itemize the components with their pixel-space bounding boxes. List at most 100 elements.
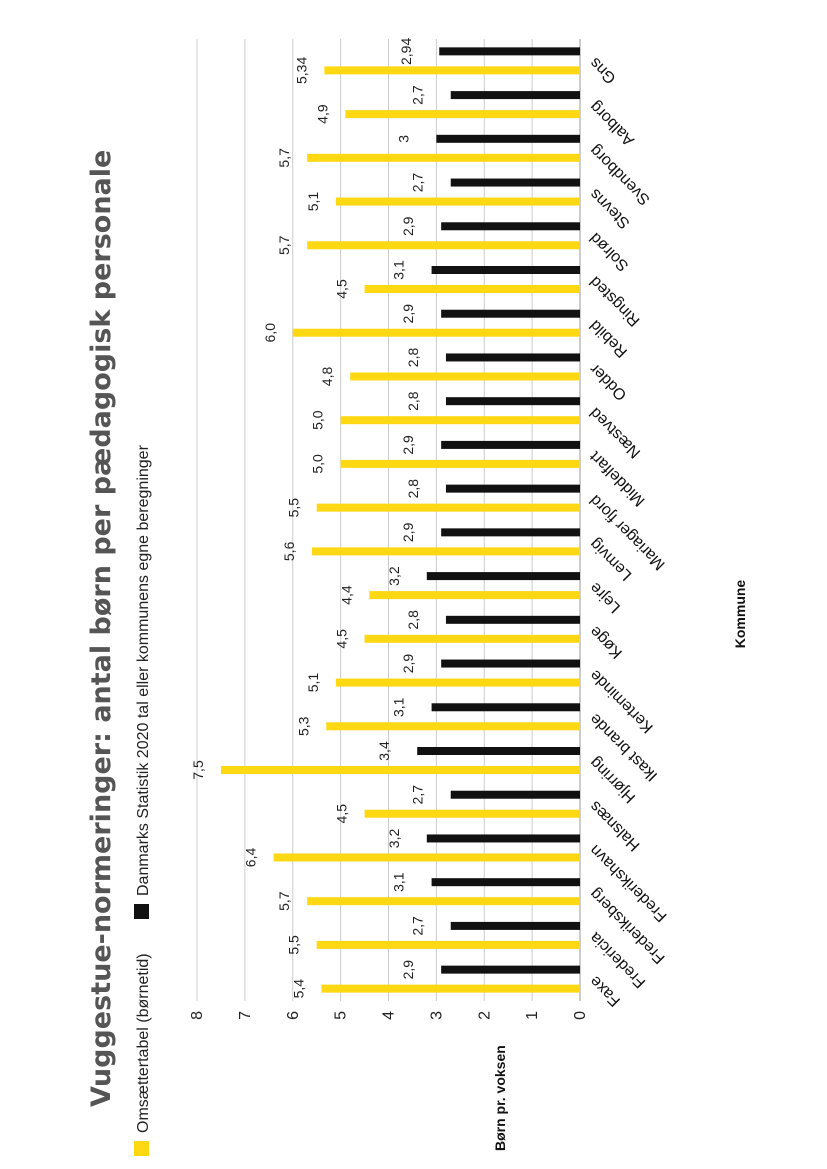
- bar: [340, 459, 580, 468]
- data-label: 5,4: [290, 979, 306, 999]
- bar: [445, 484, 581, 493]
- x-tick-label: Frederikshavn: [587, 841, 671, 925]
- bar: [316, 940, 580, 949]
- data-label: 4,5: [334, 279, 350, 299]
- bar: [450, 91, 580, 100]
- legend: Omsættertabel (børnetid) Danmarks Statis…: [134, 444, 152, 1156]
- legend-swatch-black: [134, 904, 149, 919]
- data-label: 4,9: [314, 104, 330, 124]
- bar: [431, 703, 580, 712]
- data-label: 2,8: [405, 348, 421, 368]
- data-label: 2,7: [410, 785, 426, 805]
- data-label: 5,7: [276, 148, 292, 168]
- y-tick-label: 0: [572, 1011, 589, 1020]
- data-label: 2,7: [410, 85, 426, 105]
- data-label: 3,2: [386, 829, 402, 849]
- y-tick-label: 8: [189, 1011, 206, 1020]
- bar: [426, 572, 580, 581]
- data-label: 4,5: [334, 804, 350, 824]
- bar: [450, 790, 580, 799]
- bar: [441, 440, 580, 449]
- data-label: 5,1: [305, 673, 321, 693]
- data-label: 3,1: [391, 260, 407, 280]
- data-label: 5,0: [310, 410, 326, 430]
- bar: [450, 921, 580, 930]
- data-label: 2,9: [400, 304, 416, 324]
- chart-title: Vuggestue-normeringer: antal børn per pæ…: [86, 150, 117, 1107]
- data-label: 6,0: [262, 323, 278, 343]
- data-label: 5,7: [276, 235, 292, 255]
- legend-swatch-yellow: [134, 1141, 149, 1156]
- data-label: 2,8: [405, 391, 421, 411]
- bar: [307, 241, 580, 250]
- data-label: 2,9: [400, 522, 416, 542]
- data-label: 5,3: [295, 716, 311, 736]
- data-label: 2,8: [405, 610, 421, 630]
- data-label: 5,6: [281, 541, 297, 561]
- data-label: 2,7: [410, 173, 426, 193]
- bar: [326, 722, 581, 731]
- y-axis-title: Børn pr. voksen: [492, 1045, 508, 1151]
- bar: [335, 678, 580, 687]
- legend-series-2: Danmarks Statistik 2020 tal eller kommun…: [135, 444, 152, 896]
- bar: [441, 222, 580, 231]
- data-label: 5,5: [286, 935, 302, 955]
- bar: [450, 178, 580, 187]
- bar: [445, 615, 581, 624]
- y-tick-label: 1: [524, 1011, 541, 1020]
- data-label: 2,94: [398, 38, 414, 65]
- bar: [445, 353, 581, 362]
- bar: [273, 853, 580, 862]
- bar: [441, 309, 580, 318]
- data-label: 2,8: [405, 479, 421, 499]
- bar: [431, 266, 580, 274]
- data-label: 2,9: [400, 216, 416, 236]
- data-label: 3,2: [386, 566, 402, 586]
- bar: [436, 134, 580, 143]
- y-tick-label: 4: [381, 1011, 398, 1020]
- bar: [307, 153, 580, 162]
- bar: [431, 878, 580, 887]
- x-tick-label: Frederiksberg: [587, 885, 669, 967]
- bar: [307, 897, 580, 906]
- data-label: 5,7: [276, 891, 292, 911]
- bar: [364, 634, 580, 643]
- data-label: 5,34: [293, 57, 309, 84]
- x-tick-label: Køge: [587, 622, 626, 661]
- bar: [345, 110, 580, 119]
- data-label: 2,7: [410, 916, 426, 936]
- data-label: 3,4: [376, 741, 392, 761]
- y-tick-label: 6: [285, 1011, 302, 1020]
- bar: [321, 984, 580, 993]
- data-label: 5,5: [286, 498, 302, 518]
- bar: [324, 66, 580, 75]
- x-tick-label: Lejre: [587, 579, 624, 616]
- data-label: 6,4: [243, 848, 259, 868]
- bar: [311, 547, 580, 556]
- bar: [316, 503, 580, 512]
- x-tick-label: Aalborg: [587, 98, 638, 149]
- bar: [417, 747, 580, 755]
- bar: [426, 834, 580, 843]
- bar: [350, 372, 581, 381]
- chart-subtitle: Omsættertabel (børnetid): [135, 953, 152, 1133]
- data-label: 7,5: [190, 760, 206, 780]
- data-label: 2,9: [400, 960, 416, 980]
- data-label: 4,8: [319, 367, 335, 387]
- data-label: 2,9: [400, 654, 416, 674]
- bar: [220, 766, 580, 774]
- data-label: 3,1: [391, 872, 407, 892]
- y-tick-label: 7: [237, 1011, 254, 1020]
- bar: [441, 528, 580, 537]
- x-tick-label: Odder: [586, 360, 630, 404]
- bar: [340, 416, 580, 425]
- bar: [441, 659, 580, 668]
- x-tick-label: Gns: [587, 54, 620, 87]
- data-label: 5,0: [310, 454, 326, 474]
- bar: [364, 809, 580, 818]
- data-label: 5,1: [305, 192, 321, 212]
- y-tick-label: 2: [476, 1011, 493, 1020]
- x-tick-label: Mariager fjord: [587, 491, 669, 573]
- data-label: 3,1: [391, 697, 407, 717]
